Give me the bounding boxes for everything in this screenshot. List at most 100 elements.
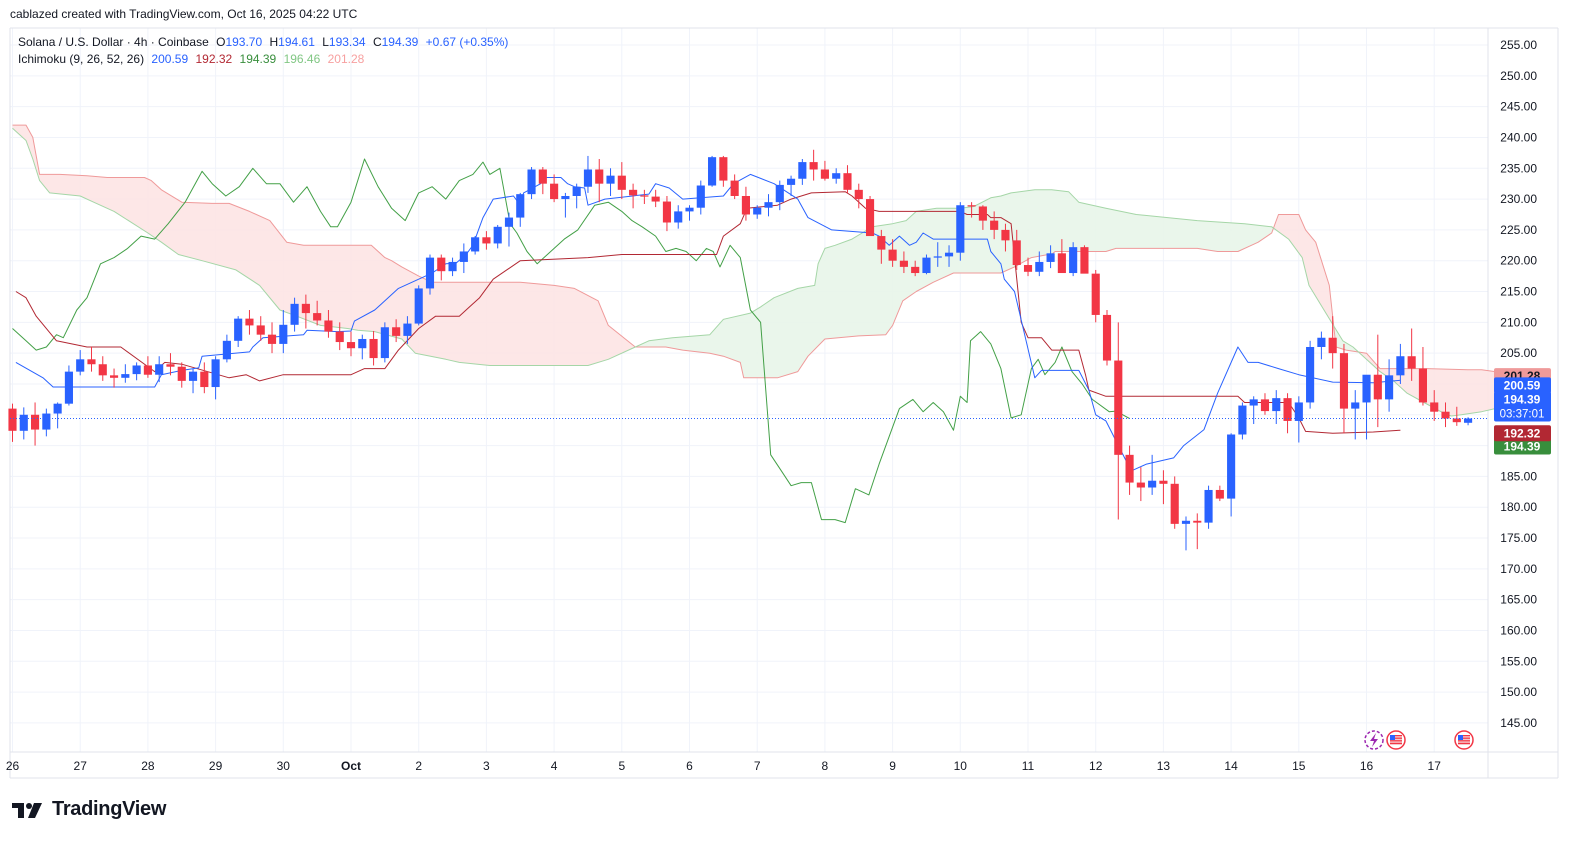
- candle[interactable]: [31, 402, 40, 446]
- candle[interactable]: [956, 202, 965, 261]
- candle[interactable]: [493, 224, 502, 249]
- candle[interactable]: [121, 364, 130, 383]
- candle[interactable]: [8, 403, 17, 442]
- candle[interactable]: [775, 180, 784, 211]
- candle[interactable]: [1317, 331, 1326, 360]
- candle[interactable]: [1385, 359, 1394, 412]
- candle[interactable]: [606, 168, 615, 196]
- candle[interactable]: [358, 334, 367, 360]
- candle[interactable]: [222, 334, 231, 363]
- economic-event-us-flag-icon-2[interactable]: [1454, 730, 1474, 750]
- candle[interactable]: [425, 254, 435, 295]
- candle[interactable]: [561, 192, 570, 218]
- candle[interactable]: [313, 300, 322, 326]
- candle[interactable]: [98, 356, 107, 381]
- candle[interactable]: [933, 242, 942, 267]
- candle[interactable]: [595, 159, 604, 203]
- candle[interactable]: [550, 174, 559, 203]
- candle[interactable]: [200, 362, 209, 394]
- candle[interactable]: [1204, 485, 1213, 529]
- candle[interactable]: [1238, 402, 1247, 440]
- candle[interactable]: [662, 195, 672, 232]
- candle[interactable]: [143, 356, 152, 378]
- candle[interactable]: [1283, 393, 1292, 434]
- candle[interactable]: [87, 346, 96, 372]
- candle[interactable]: [911, 260, 920, 277]
- candle[interactable]: [1181, 516, 1191, 551]
- candle[interactable]: [651, 189, 660, 208]
- candle[interactable]: [53, 402, 62, 429]
- candle[interactable]: [188, 368, 198, 394]
- candle[interactable]: [256, 316, 265, 341]
- candle[interactable]: [301, 294, 310, 329]
- candle[interactable]: [629, 183, 638, 209]
- candle[interactable]: [865, 195, 875, 237]
- candle[interactable]: [1452, 406, 1461, 426]
- candle[interactable]: [764, 194, 773, 217]
- candle[interactable]: [1035, 251, 1044, 277]
- candle[interactable]: [459, 243, 468, 274]
- candle[interactable]: [42, 408, 51, 437]
- candle[interactable]: [437, 254, 446, 281]
- candle[interactable]: [1012, 229, 1021, 270]
- candle[interactable]: [1418, 346, 1428, 406]
- legend-indicator-name[interactable]: Ichimoku (9, 26, 52, 26): [18, 52, 145, 66]
- candle[interactable]: [820, 160, 829, 181]
- candle[interactable]: [1193, 513, 1202, 550]
- candle[interactable]: [1430, 390, 1439, 421]
- candle[interactable]: [527, 167, 536, 200]
- candle[interactable]: [899, 251, 908, 274]
- candle[interactable]: [685, 205, 694, 221]
- candle[interactable]: [245, 310, 254, 335]
- candle[interactable]: [369, 330, 378, 366]
- candle[interactable]: [1080, 245, 1089, 274]
- candle[interactable]: [346, 331, 356, 357]
- candle[interactable]: [109, 368, 119, 388]
- candle[interactable]: [335, 322, 344, 351]
- candle[interactable]: [1328, 316, 1337, 369]
- candle[interactable]: [640, 189, 649, 205]
- candle[interactable]: [583, 155, 593, 193]
- candle[interactable]: [1227, 433, 1236, 517]
- candle[interactable]: [798, 159, 807, 185]
- candle[interactable]: [279, 310, 288, 354]
- candle[interactable]: [1339, 343, 1349, 434]
- candle[interactable]: [1373, 334, 1382, 428]
- candle[interactable]: [1351, 390, 1360, 440]
- candle[interactable]: [809, 149, 818, 181]
- candle[interactable]: [414, 285, 423, 326]
- candle[interactable]: [1407, 328, 1416, 381]
- candle[interactable]: [234, 316, 243, 347]
- time-axis[interactable]: 26 27 28 29 30 Oct 2 3 4 5 6 7 8 9 10 11 12 13 14 15 16 17: [6, 759, 1441, 773]
- candle[interactable]: [1294, 396, 1303, 443]
- candle[interactable]: [132, 362, 141, 381]
- candle[interactable]: [888, 239, 897, 267]
- candle[interactable]: [1215, 485, 1224, 502]
- candle[interactable]: [1136, 467, 1145, 502]
- candle[interactable]: [1362, 374, 1371, 440]
- candle[interactable]: [1069, 242, 1078, 277]
- candle[interactable]: [1023, 257, 1033, 277]
- event-icon-lightning[interactable]: [1364, 730, 1384, 750]
- candle[interactable]: [1260, 393, 1270, 415]
- candle[interactable]: [990, 211, 999, 240]
- candle[interactable]: [617, 162, 626, 200]
- candle[interactable]: [978, 205, 987, 230]
- candle[interactable]: [504, 212, 514, 247]
- candle[interactable]: [177, 362, 186, 388]
- candle[interactable]: [1396, 343, 1405, 384]
- candle[interactable]: [1306, 340, 1315, 409]
- candle[interactable]: [967, 202, 976, 218]
- candle[interactable]: [696, 180, 705, 215]
- candle[interactable]: [832, 168, 841, 184]
- candle[interactable]: [1057, 239, 1066, 274]
- candle[interactable]: [572, 183, 581, 209]
- candle[interactable]: [1159, 470, 1168, 505]
- candle[interactable]: [471, 236, 480, 255]
- candle[interactable]: [76, 350, 85, 376]
- candle[interactable]: [448, 257, 457, 277]
- candle[interactable]: [741, 186, 750, 221]
- candle[interactable]: [944, 245, 954, 267]
- candle[interactable]: [877, 229, 886, 264]
- candle[interactable]: [290, 297, 299, 332]
